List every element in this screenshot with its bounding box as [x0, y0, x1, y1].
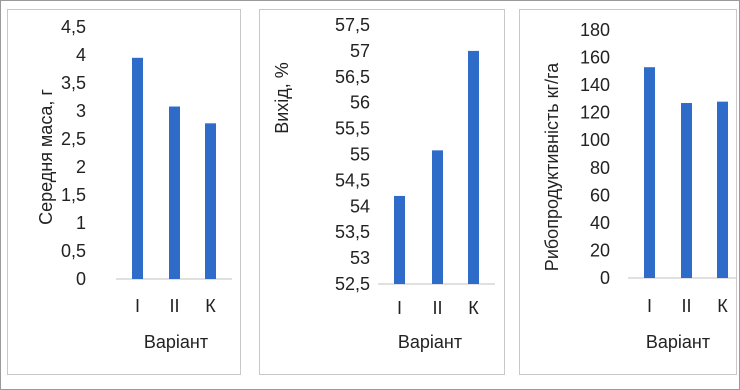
bar-2: [432, 150, 443, 284]
x-category-label: К: [205, 296, 216, 316]
y-tick-label: 120: [580, 103, 610, 123]
y-tick-label: 55: [350, 145, 370, 165]
y-tick-label: 53,5: [335, 222, 370, 242]
bar-1: [132, 57, 143, 279]
chart-fish-productivity: Рибопродуктивність кг/га Варіант 0 20 40 60…: [542, 20, 736, 352]
y-tick-label: 54: [350, 196, 370, 216]
y-axis-label: Вихід, %: [272, 62, 292, 134]
x-category-label: К: [717, 296, 728, 316]
y-tick-label: 4: [76, 45, 86, 65]
bar-2: [169, 106, 180, 280]
bar-1: [644, 67, 655, 278]
y-tick-label: 57,5: [335, 15, 370, 35]
bar-3: [468, 50, 479, 285]
y-tick-label: 1: [76, 213, 86, 233]
y-tick-label: 4,5: [61, 17, 86, 37]
y-tick-label: 1,5: [61, 185, 86, 205]
y-tick-label: 60: [590, 185, 610, 205]
bar-3: [717, 101, 728, 279]
x-axis-label: Варіант: [646, 332, 710, 352]
y-tick-label: 2: [76, 157, 86, 177]
x-axis-label: Варіант: [398, 332, 462, 352]
y-tick-label: 0,5: [61, 241, 86, 261]
chart-average-mass: Середня маса, г Варіант 0 0,5 1 1,5 2 2,5 3 3,5…: [36, 17, 232, 352]
y-tick-label: 160: [580, 48, 610, 68]
y-tick-label: 40: [590, 213, 610, 233]
y-tick-label: 0: [600, 268, 610, 288]
y-tick-label: 52,5: [335, 274, 370, 294]
x-category-label: II: [169, 296, 179, 316]
bar-3: [205, 123, 216, 279]
chart-yield: Вихід, % Варіант 52,5 53 53,5 54 54,5 55 55,5 5…: [272, 15, 495, 352]
chart-panel-fish-productivity: Рибопродуктивність кг/га Варіант 0 20 40 60…: [519, 9, 737, 375]
y-tick-label: 56: [350, 93, 370, 113]
y-axis-label: Середня маса, г: [36, 89, 56, 225]
y-tick-label: 3: [76, 101, 86, 121]
x-axis-label: Варіант: [144, 332, 208, 352]
chart-panel-yield: Вихід, % Варіант 52,5 53 53,5 54 54,5 55 55,5 5…: [259, 9, 505, 375]
y-tick-label: 54,5: [335, 170, 370, 190]
y-tick-label: 3,5: [61, 73, 86, 93]
x-category-label: I: [397, 298, 402, 318]
y-tick-label: 140: [580, 75, 610, 95]
y-tick-label: 20: [590, 240, 610, 260]
y-tick-label: 2,5: [61, 129, 86, 149]
chart-panel-average-mass: Середня маса, г Варіант 0 0,5 1 1,5 2 2,5 3 3,5…: [7, 9, 241, 375]
x-category-label: II: [681, 296, 691, 316]
y-tick-label: 57: [350, 41, 370, 61]
x-category-label: I: [135, 296, 140, 316]
y-tick-label: 56,5: [335, 67, 370, 87]
y-tick-label: 53: [350, 248, 370, 268]
y-tick-label: 180: [580, 20, 610, 40]
x-category-label: II: [432, 298, 442, 318]
x-category-label: К: [468, 298, 479, 318]
bar-1: [394, 195, 405, 284]
y-tick-label: 55,5: [335, 119, 370, 139]
y-tick-label: 80: [590, 158, 610, 178]
y-tick-label: 100: [580, 130, 610, 150]
y-axis-label: Рибопродуктивність кг/га: [542, 62, 562, 271]
y-tick-label: 0: [76, 269, 86, 289]
bar-2: [681, 103, 692, 279]
x-category-label: I: [647, 296, 652, 316]
